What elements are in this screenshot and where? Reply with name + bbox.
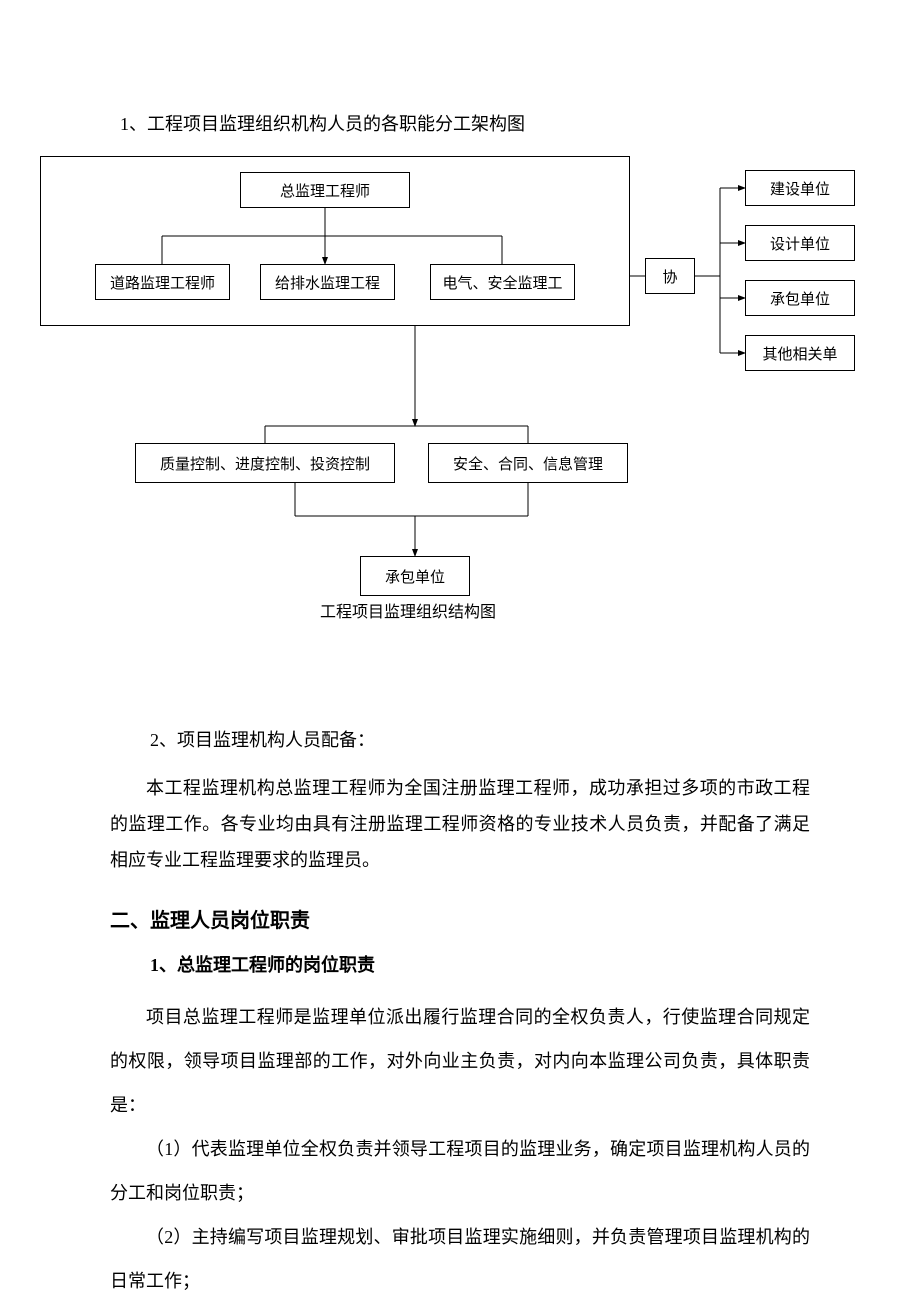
node-r4: 其他相关单 (745, 335, 855, 371)
node-r2: 设计单位 (745, 225, 855, 261)
sub-b-title: 1、总监理工程师的岗位职责 (150, 951, 920, 977)
section-1-title: 1、工程项目监理组织机构人员的各职能分工架构图 (120, 110, 920, 136)
node-r1: 建设单位 (745, 170, 855, 206)
paragraph-3: （1）代表监理单位全权负责并领导工程项目的监理业务，确定项目监理机构人员的分工和… (110, 1127, 810, 1215)
node-top-label: 总监理工程师 (280, 180, 370, 201)
node-xie: 协 (645, 258, 695, 294)
paragraph-4: （2）主持编写项目监理规划、审批项目监理实施细则，并负责管理项目监理机构的日常工… (110, 1215, 810, 1303)
node-sub3-label: 电气、安全监理工 (442, 272, 562, 293)
node-r1-label: 建设单位 (770, 178, 830, 199)
sub-2-title: 2、项目监理机构人员配备： (150, 726, 920, 752)
node-sub1-label: 道路监理工程师 (110, 272, 215, 293)
node-sub1: 道路监理工程师 (95, 264, 230, 300)
node-r2-label: 设计单位 (770, 233, 830, 254)
node-sub3: 电气、安全监理工 (430, 264, 575, 300)
org-chart-diagram: 总监理工程师 道路监理工程师 给排水监理工程 电气、安全监理工 协 建设单位 设… (40, 156, 910, 676)
node-top: 总监理工程师 (240, 172, 410, 208)
node-m1: 质量控制、进度控制、投资控制 (135, 443, 395, 483)
node-m1-label: 质量控制、进度控制、投资控制 (160, 453, 370, 474)
paragraph-2: 项目总监理工程师是监理单位派出履行监理合同的全权负责人，行使监理合同规定的权限，… (110, 995, 810, 1127)
node-m2: 安全、合同、信息管理 (428, 443, 628, 483)
node-bottom-label: 承包单位 (385, 566, 445, 587)
node-sub2-label: 给排水监理工程 (275, 272, 380, 293)
diagram-caption: 工程项目监理组织结构图 (320, 598, 496, 622)
node-bottom: 承包单位 (360, 556, 470, 596)
paragraph-1: 本工程监理机构总监理工程师为全国注册监理工程师，成功承担过多项的市政工程的监理工… (110, 770, 810, 878)
node-r3-label: 承包单位 (770, 288, 830, 309)
node-r3: 承包单位 (745, 280, 855, 316)
heading-2: 二、监理人员岗位职责 (110, 904, 920, 933)
node-xie-label: 协 (662, 266, 677, 287)
node-sub2: 给排水监理工程 (260, 264, 395, 300)
node-r4-label: 其他相关单 (762, 343, 837, 364)
node-m2-label: 安全、合同、信息管理 (453, 453, 603, 474)
